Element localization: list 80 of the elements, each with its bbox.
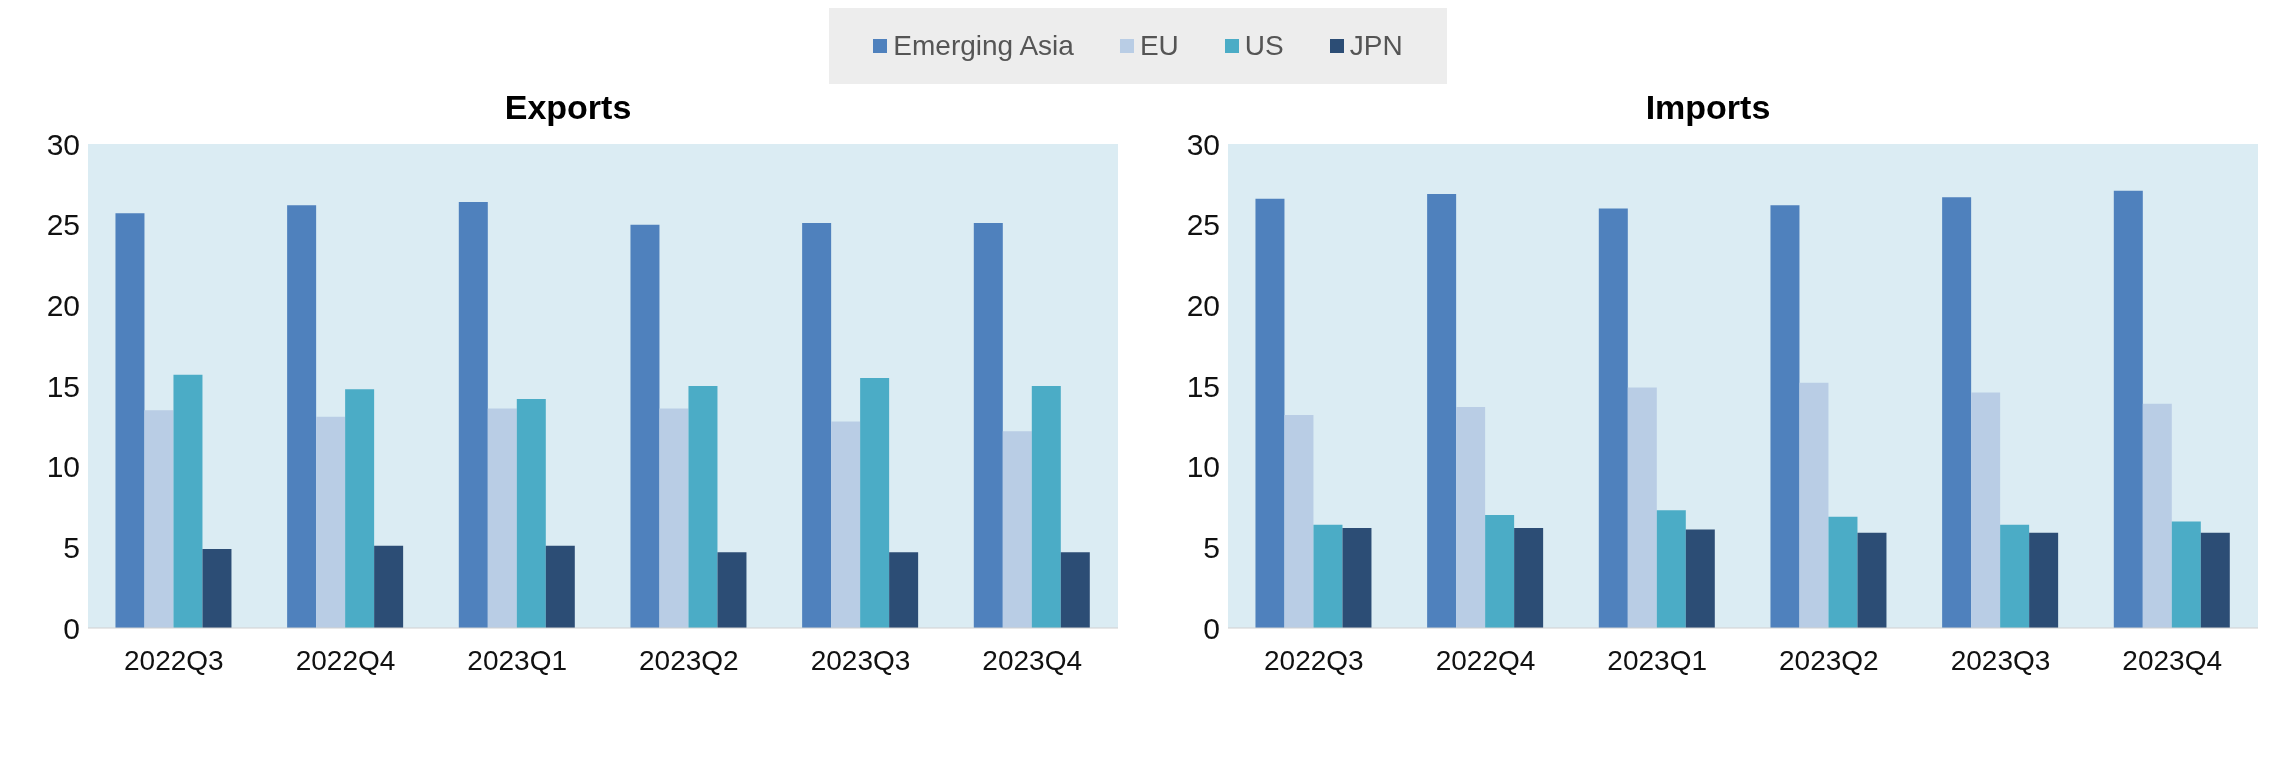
legend-label: Emerging Asia — [893, 30, 1074, 62]
bar — [115, 213, 145, 628]
legend-label: EU — [1139, 30, 1179, 62]
bar — [202, 548, 232, 628]
chart-title: Exports — [504, 88, 632, 126]
bar — [2142, 403, 2172, 628]
bar — [2200, 532, 2230, 628]
bar — [630, 224, 660, 628]
x-tick-label: 2023Q2 — [1779, 644, 1879, 676]
bar — [1942, 197, 1972, 628]
bar — [487, 408, 517, 628]
x-tick-label: 2023Q1 — [1607, 644, 1707, 676]
y-tick-label: 10 — [1186, 450, 1220, 484]
y-tick-label: 30 — [1186, 127, 1220, 161]
bar — [374, 545, 404, 628]
bar — [316, 416, 346, 628]
bar — [717, 552, 747, 628]
x-tick-label: 2023Q3 — [1950, 644, 2051, 676]
y-tick-label: 15 — [1186, 369, 1220, 403]
y-tick-label: 20 — [1186, 288, 1220, 322]
bar — [1284, 415, 1314, 628]
bar — [1598, 208, 1628, 628]
y-tick-label: 25 — [1186, 208, 1220, 242]
y-tick-label: 15 — [46, 369, 80, 403]
y-tick-label: 25 — [46, 208, 80, 242]
bar — [1485, 515, 1515, 628]
bar — [1002, 431, 1032, 628]
bar — [1514, 527, 1544, 628]
x-tick-label: 2023Q4 — [2122, 644, 2222, 676]
bar — [345, 389, 375, 628]
bar — [2171, 521, 2201, 628]
y-tick-label: 5 — [63, 530, 80, 564]
bar — [516, 398, 546, 628]
y-tick-label: 0 — [1203, 611, 1220, 645]
bar — [1060, 552, 1090, 628]
bar — [1456, 406, 1486, 628]
bar — [1313, 524, 1343, 628]
bar — [860, 377, 890, 628]
bar — [1828, 516, 1858, 628]
bar — [545, 545, 575, 628]
bar — [1770, 205, 1800, 628]
bar — [831, 421, 861, 628]
y-tick-label: 20 — [46, 288, 80, 322]
legend-label: JPN — [1349, 30, 1403, 62]
bar — [1656, 510, 1686, 628]
y-tick-label: 30 — [46, 127, 80, 161]
bar — [1685, 529, 1715, 628]
bar — [973, 223, 1003, 628]
bar — [1031, 386, 1061, 628]
bar — [1255, 198, 1285, 628]
bar — [802, 223, 832, 628]
bar — [2000, 524, 2030, 628]
bar — [1342, 527, 1372, 628]
bar — [1971, 392, 2001, 628]
bar — [659, 408, 689, 628]
x-tick-label: 2022Q3 — [1264, 644, 1364, 676]
bar — [144, 410, 174, 628]
bar — [173, 374, 203, 628]
legend-label: US — [1244, 30, 1284, 62]
bar — [889, 552, 919, 628]
x-tick-label: 2022Q4 — [295, 644, 396, 676]
x-tick-label: 2023Q1 — [467, 644, 567, 676]
x-tick-label: 2022Q4 — [1435, 644, 1536, 676]
bar — [2113, 190, 2143, 628]
x-tick-label: 2023Q3 — [810, 644, 911, 676]
x-tick-label: 2023Q4 — [982, 644, 1082, 676]
bar — [2029, 532, 2059, 628]
bar — [1427, 194, 1457, 628]
bar — [1627, 387, 1657, 628]
bar — [1857, 532, 1887, 628]
x-tick-label: 2023Q2 — [639, 644, 739, 676]
y-tick-label: 10 — [46, 450, 80, 484]
bar — [287, 205, 317, 628]
bar — [458, 202, 488, 628]
chart-title: Imports — [1645, 88, 1771, 126]
y-tick-label: 0 — [63, 611, 80, 645]
bar — [688, 386, 718, 628]
y-tick-label: 5 — [1203, 530, 1220, 564]
x-tick-label: 2022Q3 — [124, 644, 224, 676]
bar — [1799, 382, 1829, 628]
